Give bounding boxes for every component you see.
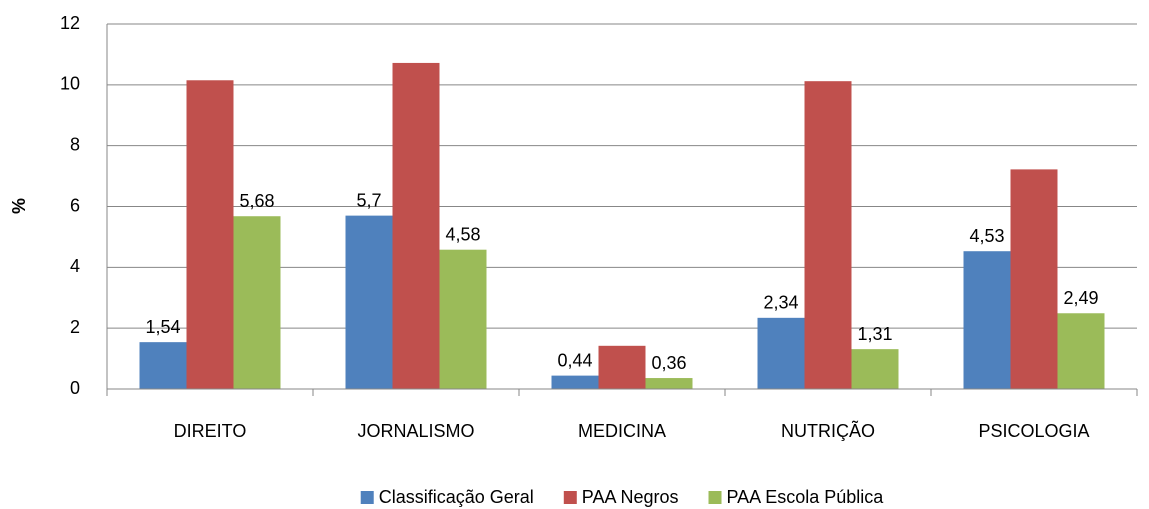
bar — [186, 80, 234, 389]
data-label: 4,58 — [445, 224, 480, 244]
data-label: 5,7 — [356, 190, 381, 210]
y-tick-label: 6 — [70, 195, 80, 215]
data-label: 0,36 — [651, 353, 686, 373]
y-tick-label: 12 — [60, 13, 80, 33]
legend-swatch — [708, 491, 722, 504]
data-label: 0,44 — [557, 350, 592, 370]
data-label: 4,53 — [969, 226, 1004, 246]
legend-swatch — [563, 491, 577, 504]
y-tick-label: 4 — [70, 256, 80, 276]
y-axis-label: % — [9, 198, 29, 214]
bar — [139, 342, 187, 389]
data-label: 5,68 — [239, 191, 274, 211]
bar — [645, 378, 693, 389]
data-label: 2,49 — [1063, 288, 1098, 308]
bar — [851, 349, 899, 389]
y-tick-label: 2 — [70, 317, 80, 337]
bar — [551, 375, 599, 389]
y-tick-label: 0 — [70, 378, 80, 398]
bar — [804, 81, 852, 389]
bar — [1010, 169, 1058, 389]
bar — [963, 251, 1011, 389]
bar — [392, 62, 440, 389]
bar — [598, 345, 646, 389]
legend-swatch — [360, 491, 374, 504]
bar — [439, 249, 487, 389]
legend-label: PAA Escola Pública — [727, 487, 885, 507]
bar — [233, 216, 281, 389]
x-tick-label: PSICOLOGIA — [978, 421, 1089, 441]
legend-label: Classificação Geral — [379, 487, 534, 507]
x-tick-label: NUTRIÇÃO — [781, 420, 875, 441]
y-tick-label: 8 — [70, 134, 80, 154]
y-tick-label: 10 — [60, 74, 80, 94]
x-tick-label: DIREITO — [174, 421, 247, 441]
x-tick-label: MEDICINA — [578, 421, 666, 441]
legend-label: PAA Negros — [582, 487, 679, 507]
bar — [757, 317, 805, 389]
data-label: 1,54 — [145, 317, 180, 337]
bar — [1057, 313, 1105, 389]
bar — [345, 215, 393, 389]
data-label: 1,31 — [857, 324, 892, 344]
data-label: 2,34 — [763, 293, 798, 313]
x-tick-label: JORNALISMO — [357, 421, 474, 441]
